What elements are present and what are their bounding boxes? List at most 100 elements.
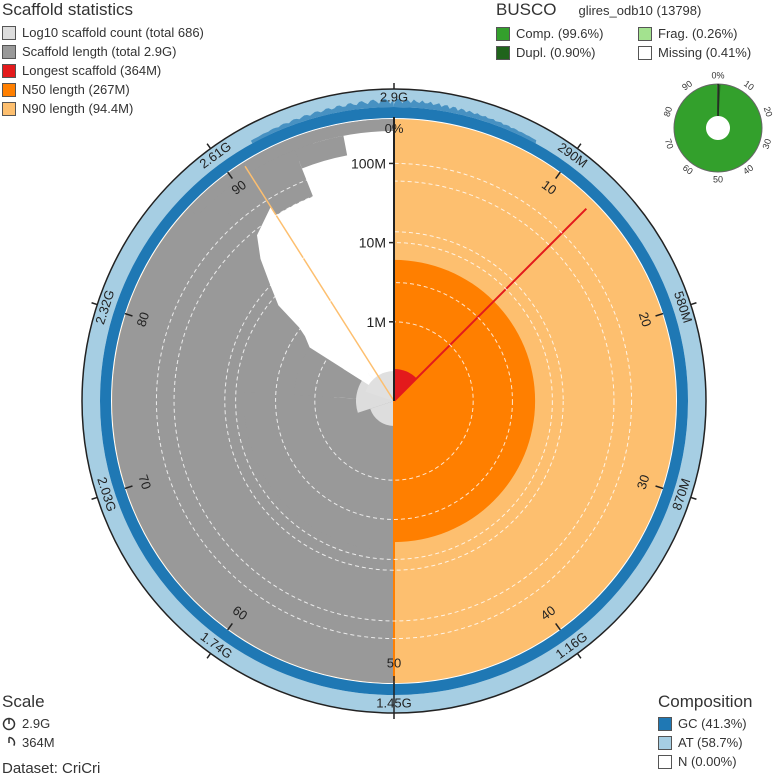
scale-partial: 364M	[2, 733, 55, 752]
length-tick	[206, 143, 212, 150]
percent-tick-label: 40	[538, 603, 559, 624]
legend-longest-scaffold: Longest scaffold (364M)	[2, 61, 204, 80]
percent-tick-label: 50	[387, 655, 401, 670]
gc-fringe	[250, 98, 394, 144]
swatch-icon	[638, 45, 652, 60]
busco-tick-label: 60	[681, 163, 695, 177]
scaffold-length-step	[294, 135, 348, 169]
busco-tick-label: 10	[742, 78, 756, 92]
zero-percent-label: 0%	[385, 121, 404, 136]
swatch-icon	[496, 45, 510, 60]
legend-label: N90 length (94.4M)	[22, 101, 134, 116]
length-tick	[576, 143, 582, 150]
percent-tick-label: 20	[636, 310, 655, 328]
full-circle-scale-icon	[2, 717, 16, 730]
percent-tick	[124, 485, 133, 490]
busco-complete-arc	[673, 84, 762, 172]
legend-n: N (0.00%)	[658, 752, 753, 771]
legend-label: N (0.00%)	[678, 754, 737, 769]
legend-scaffold-length: Scaffold length (total 2.9G)	[2, 42, 204, 61]
scale-label: 364M	[22, 735, 55, 750]
swatch-icon	[2, 44, 16, 59]
length-tick	[206, 652, 212, 659]
count-area	[370, 401, 394, 426]
legend-n90: N90 length (94.4M)	[2, 99, 204, 118]
longest-scaffold-wedge	[394, 369, 417, 401]
dataset-label: Dataset: CriCri	[2, 760, 101, 777]
percent-tick	[124, 312, 133, 317]
longest-scaffold-line	[393, 207, 588, 402]
n90-line	[244, 165, 395, 402]
busco-tick-label: 50	[713, 174, 723, 184]
percent-tick	[655, 312, 664, 317]
percent-tick-label: 80	[133, 310, 152, 328]
scale-label: 2.9G	[22, 716, 51, 731]
percent-tick-label: 60	[230, 603, 251, 624]
legend-label: N50 length (267M)	[22, 82, 130, 97]
legend-busco-fragmented: Frag. (0.26%)	[638, 24, 768, 43]
legend-label: Missing (0.41%)	[658, 45, 752, 60]
percent-tick-label: 90	[229, 177, 250, 198]
percent-tick-label: 30	[634, 473, 653, 491]
composition-title: Composition	[658, 692, 753, 711]
busco-tick-label: 90	[680, 78, 694, 92]
swatch-icon	[2, 25, 16, 40]
percent-tick	[555, 171, 561, 179]
length-tick	[690, 496, 697, 500]
count-core	[365, 371, 394, 401]
percent-tick-label: 10	[539, 177, 560, 198]
scale-full: 2.9G	[2, 714, 55, 733]
swatch-icon	[658, 716, 672, 731]
percent-tick-label: 70	[136, 473, 155, 491]
legend-busco-duplicated: Dupl. (0.90%)	[496, 43, 638, 62]
percent-tick	[227, 171, 233, 179]
length-tick	[690, 302, 697, 306]
swatch-icon	[658, 754, 672, 769]
busco-legend: BUSCO glires_odb10 (13798) Comp. (99.6%)…	[496, 0, 768, 62]
scaffold-length-lower	[243, 391, 394, 551]
busco-tick-label: 70	[663, 138, 676, 151]
legend-gc: GC (41.3%)	[658, 714, 753, 733]
length-tick-label: 1.45G	[376, 695, 411, 710]
busco-tick-label: 40	[741, 163, 755, 177]
radial-tick-label: 1M	[367, 314, 386, 330]
swatch-icon	[496, 26, 510, 41]
white-inner	[318, 291, 394, 401]
grid-ring	[275, 282, 513, 520]
legend-label: Comp. (99.6%)	[516, 26, 604, 41]
composition-legend: Composition GC (41.3%) AT (58.7%) N (0.0…	[658, 692, 753, 771]
legend-label: Frag. (0.26%)	[658, 26, 738, 41]
legend-label: GC (41.3%)	[678, 716, 747, 731]
legend-busco-missing: Missing (0.41%)	[638, 43, 768, 62]
legend-label: Log10 scaffold count (total 686)	[22, 25, 204, 40]
scale-title: Scale	[2, 692, 45, 711]
swatch-icon	[2, 101, 16, 116]
gc-fringe	[394, 98, 537, 144]
legend-label: Dupl. (0.90%)	[516, 45, 596, 60]
length-tick-label: 2.9G	[380, 89, 408, 104]
legend-n50: N50 length (267M)	[2, 80, 204, 99]
busco-lineage: glires_odb10 (13798)	[578, 3, 702, 18]
length-tick	[91, 302, 98, 306]
radial-tick-label: 10M	[359, 235, 386, 251]
legend-log10-count: Log10 scaffold count (total 686)	[2, 23, 204, 42]
scaffold-length-step	[249, 149, 314, 216]
scale-legend: Scale 2.9G 364M	[2, 692, 55, 752]
busco-tick-label: 80	[662, 105, 675, 118]
percent-tick	[655, 485, 664, 490]
busco-title: BUSCO	[496, 0, 557, 19]
legend-at: AT (58.7%)	[658, 733, 753, 752]
busco-tick-label: 0%	[711, 70, 724, 80]
length-tick	[91, 496, 98, 500]
busco-tick-label: 20	[762, 105, 775, 118]
percent-tick	[555, 623, 561, 631]
grid-ring	[155, 162, 633, 640]
swatch-icon	[638, 26, 652, 41]
scaffold-length-step	[215, 173, 266, 221]
grid-ring	[235, 242, 553, 560]
radial-tick-label: 100M	[351, 155, 386, 171]
partial-circle-scale-icon	[8, 736, 16, 746]
legend-label: Longest scaffold (364M)	[22, 63, 162, 78]
busco-tick-label: 30	[761, 138, 774, 151]
